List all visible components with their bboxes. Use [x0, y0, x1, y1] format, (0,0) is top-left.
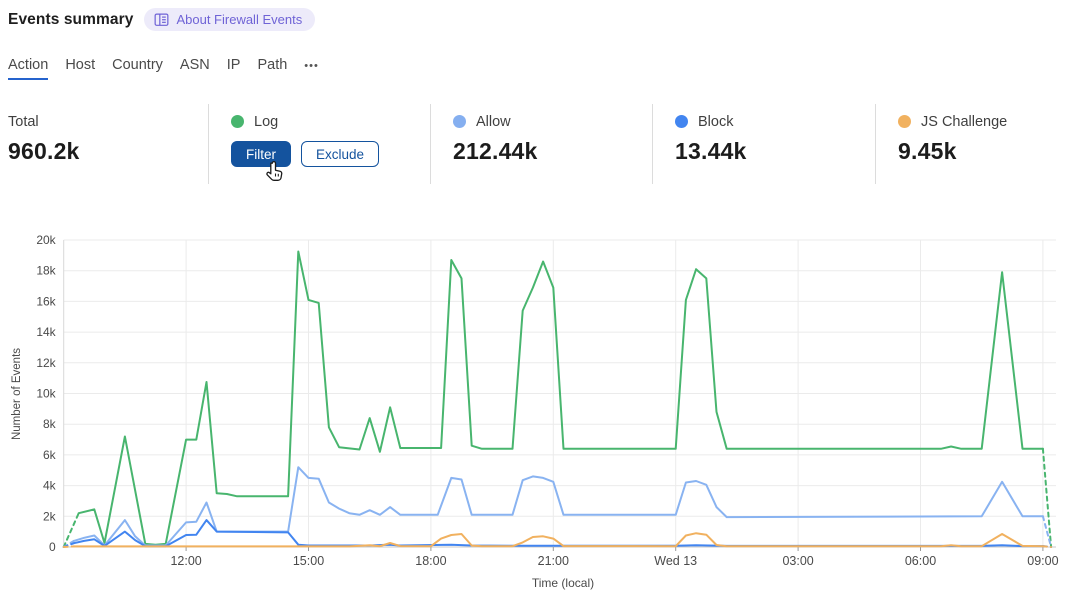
y-tick-label: 18k — [36, 264, 56, 278]
stat-allow-label: Allow — [476, 113, 511, 130]
series-tail-dash-allow — [1041, 515, 1053, 548]
tab-path[interactable]: Path — [257, 57, 288, 73]
book-icon — [154, 13, 169, 27]
stat-js-challenge-label: JS Challenge — [921, 113, 1008, 130]
x-tick-label: 03:00 — [782, 554, 813, 568]
allow-legend-dot — [453, 115, 466, 128]
y-tick-label: 12k — [36, 356, 56, 370]
y-tick-label: 0 — [49, 540, 56, 554]
header: Events summary About Firewall Events — [8, 8, 316, 31]
page-title: Events summary — [8, 10, 134, 28]
series-tail-dash-log — [1041, 447, 1053, 548]
x-axis-title: Time (local) — [532, 576, 594, 590]
y-tick-label: 4k — [43, 479, 57, 493]
stat-allow[interactable]: Allow 212.44k — [430, 104, 652, 184]
x-tick-label: Wed 13 — [654, 554, 697, 568]
series-line-block — [72, 519, 1044, 548]
y-tick-label: 16k — [36, 294, 56, 308]
series-line-log — [77, 250, 1044, 546]
js-challenge-legend-dot — [898, 115, 911, 128]
series-line-js-challenge — [72, 532, 1044, 548]
stat-block-label: Block — [698, 113, 734, 130]
exclude-button[interactable]: Exclude — [301, 141, 380, 167]
filter-button[interactable]: Filter — [231, 141, 291, 167]
y-tick-label: 10k — [36, 387, 56, 401]
tabs-overflow-button[interactable]: ••• — [304, 60, 319, 72]
stat-block-value: 13.44k — [675, 138, 747, 164]
y-axis-title: Number of Events — [11, 348, 23, 440]
series-tail-dash-js-challenge — [1041, 545, 1053, 548]
stats-row: Total 960.2k Log Filter Exclude Allow 21… — [0, 104, 1068, 184]
x-tick-label: 21:00 — [538, 554, 569, 568]
y-tick-label: 20k — [36, 233, 56, 247]
tab-ip[interactable]: IP — [226, 57, 241, 73]
stat-total-value: 960.2k — [8, 138, 80, 164]
stat-js-challenge-value: 9.45k — [898, 138, 957, 164]
stat-total-label: Total — [8, 113, 39, 130]
y-tick-label: 6k — [43, 448, 57, 462]
stat-allow-value: 212.44k — [453, 138, 538, 164]
events-time-series-chart[interactable]: 0 2k 4k 6k 8k 10k 12k 14k 16k 18k 20k 12:00 15:00 18:… — [0, 225, 1068, 598]
y-tick-label: 2k — [43, 509, 57, 523]
tab-action[interactable]: Action — [8, 57, 49, 80]
log-hover-actions: Filter Exclude — [231, 141, 430, 167]
y-tick-label: 8k — [43, 417, 57, 431]
tab-asn[interactable]: ASN — [179, 57, 210, 73]
stat-log[interactable]: Log Filter Exclude — [208, 104, 430, 184]
series-line-allow — [72, 466, 1044, 547]
log-legend-dot — [231, 115, 244, 128]
block-legend-dot — [675, 115, 688, 128]
series-lead-dash-js-challenge — [62, 545, 75, 548]
series-lead-dash-log — [62, 512, 80, 548]
x-tick-label: 06:00 — [905, 554, 936, 568]
stat-block[interactable]: Block 13.44k — [652, 104, 875, 184]
x-tick-label: 12:00 — [170, 554, 201, 568]
stat-log-label: Log — [254, 113, 279, 130]
x-tick-label: 09:00 — [1027, 554, 1058, 568]
x-tick-label: 18:00 — [415, 554, 446, 568]
tab-country[interactable]: Country — [112, 57, 163, 73]
stat-total: Total 960.2k — [0, 104, 208, 184]
tab-host[interactable]: Host — [65, 57, 96, 73]
x-tick-label: 15:00 — [293, 554, 324, 568]
about-badge-label: About Firewall Events — [176, 12, 303, 27]
about-firewall-events-badge[interactable]: About Firewall Events — [144, 8, 316, 31]
tabs-bar: Action Host Country ASN IP Path ••• — [8, 57, 319, 80]
chart-svg: 0 2k 4k 6k 8k 10k 12k 14k 16k 18k 20k 12:00 15:00 18:… — [11, 233, 1059, 590]
y-tick-label: 14k — [36, 325, 56, 339]
stat-js-challenge[interactable]: JS Challenge 9.45k — [875, 104, 1068, 184]
